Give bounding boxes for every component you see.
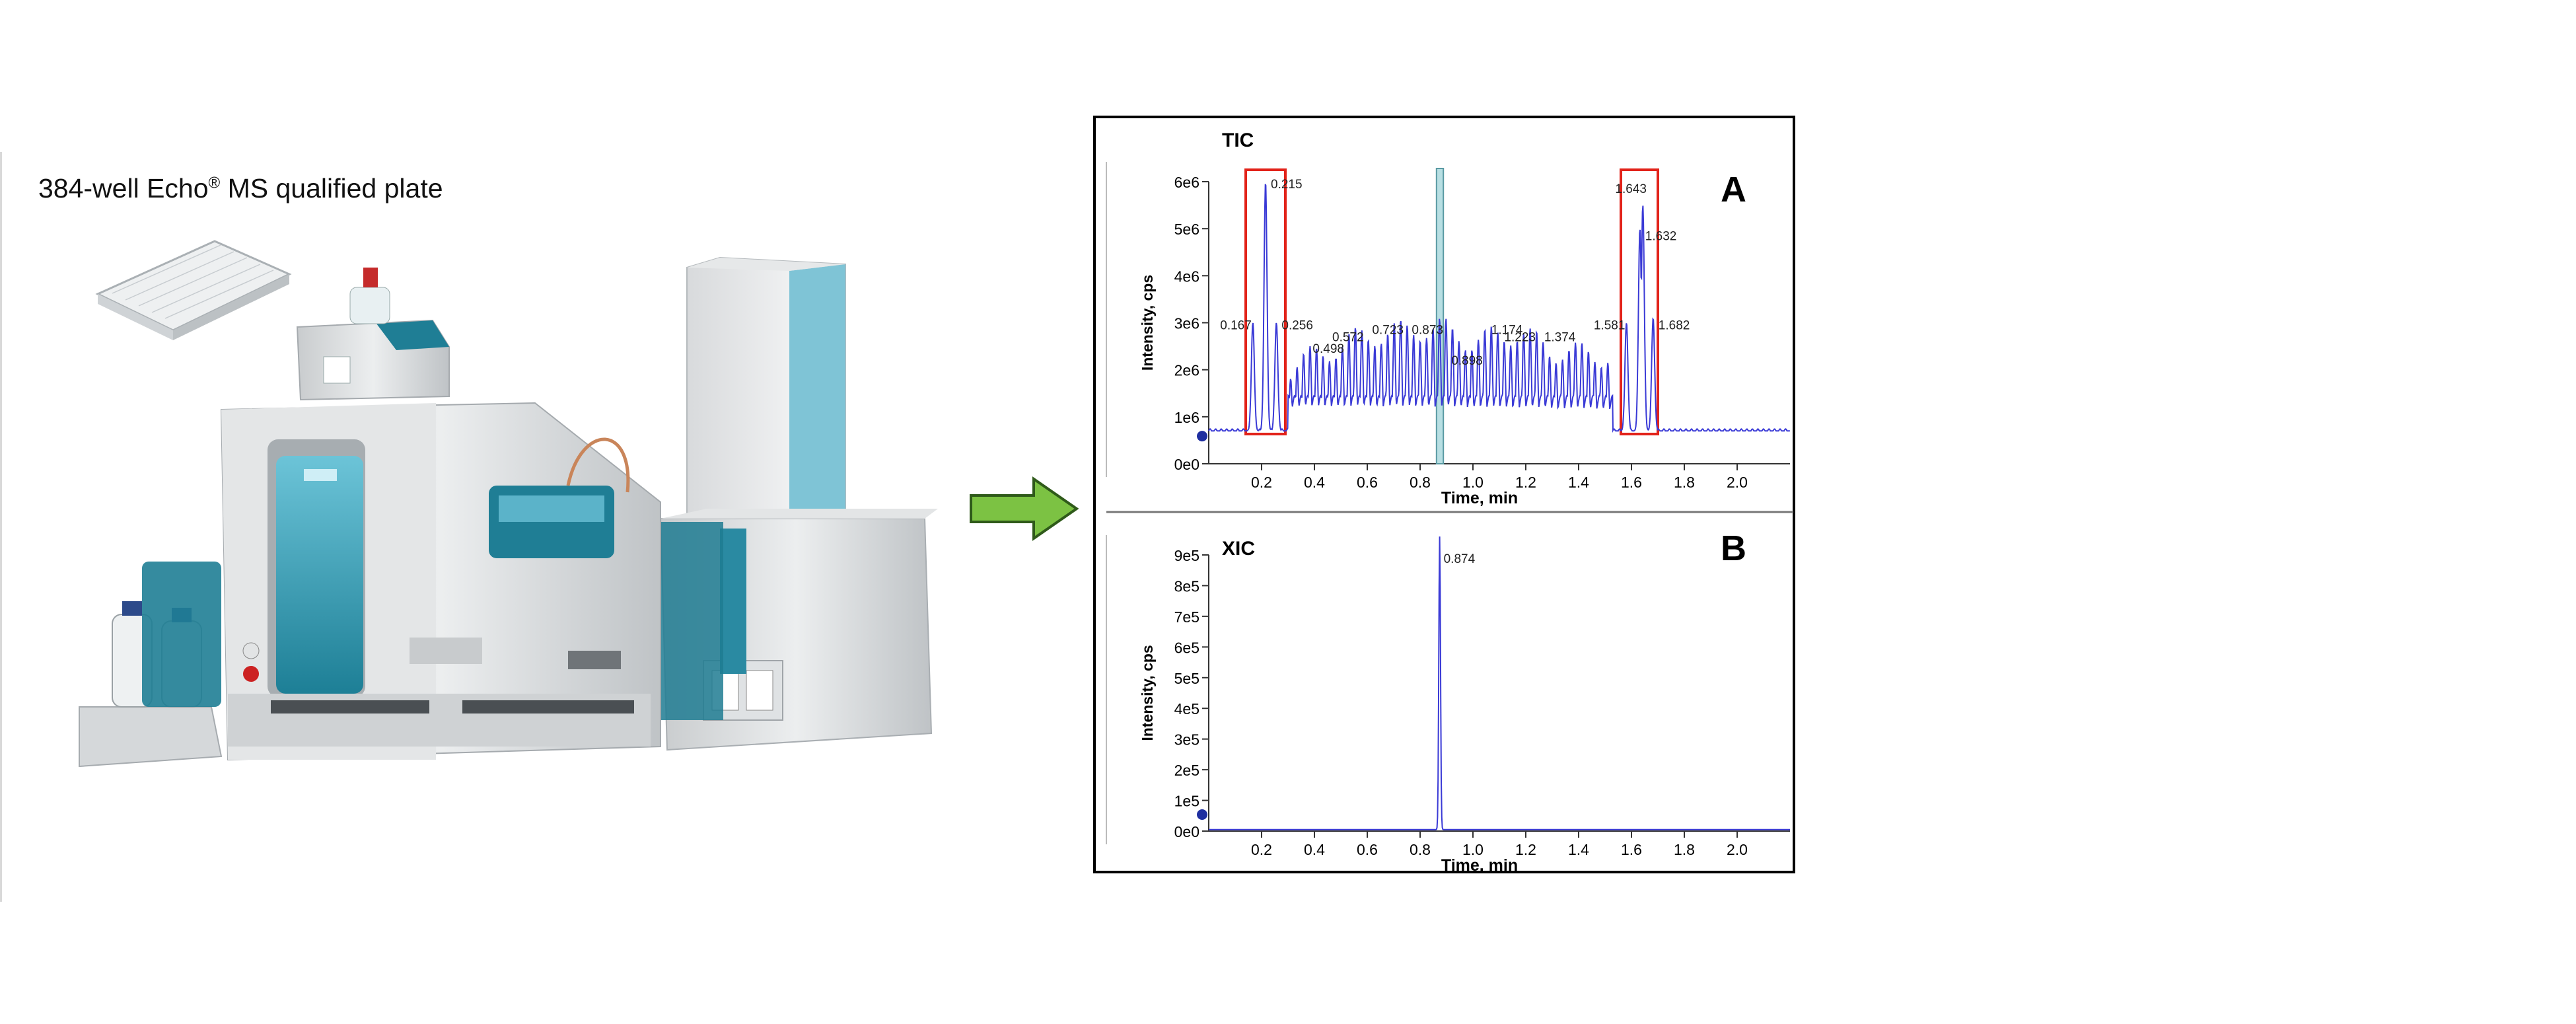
y-tick-label: 8e5 [1174, 577, 1199, 595]
origin-marker [1197, 431, 1207, 442]
acoustic-module [296, 268, 450, 401]
x-tick-label: 0.8 [1410, 474, 1431, 491]
plate-icon [95, 240, 292, 340]
y-tick-label: 1e5 [1174, 793, 1199, 810]
panel-title: TIC [1222, 129, 1254, 151]
highlight-band [1435, 168, 1445, 464]
origin-marker [1197, 809, 1207, 820]
x-tick-label: 1.8 [1674, 474, 1695, 491]
x-tick-label: 0.4 [1304, 474, 1325, 491]
peak-label: 0.167 [1220, 319, 1252, 333]
peak-label: 1.643 [1615, 182, 1647, 196]
peak-label: 0.898 [1451, 354, 1483, 368]
peak-label: 1.174 [1491, 324, 1523, 338]
chart-panel-a: TIC A 0e0 1e6 2e6 3e6 4e6 5e6 6e6 0.2 0.4 0.6 0.8 1.0… [1106, 129, 1793, 513]
chart-panel-b: XIC B 0e0 1e5 2e5 3e5 4e5 5e5 6e5 7e5 8e5 9e5 0.2 0.4… [1106, 529, 1790, 875]
y-tick-label: 4e6 [1174, 268, 1199, 285]
panel-title: XIC [1222, 538, 1255, 560]
y-tick-label: 3e6 [1174, 315, 1199, 332]
y-tick-label: 0e0 [1174, 456, 1199, 473]
y-tick-label: 1e6 [1174, 409, 1199, 426]
left-edge-rule [0, 152, 2, 902]
x-tick-label: 1.2 [1515, 474, 1536, 491]
x-tick-label: 0.2 [1251, 474, 1272, 491]
x-tick-label: 1.6 [1621, 474, 1642, 491]
x-tick-label: 0.2 [1251, 841, 1272, 858]
x-tick-label: 0.6 [1357, 474, 1378, 491]
x-tick-label: 1.0 [1462, 474, 1484, 491]
highlight-box [1620, 168, 1659, 435]
x-tick-label: 1.4 [1568, 841, 1589, 858]
y-tick-label: 9e5 [1174, 547, 1199, 564]
peak-label: 1.632 [1645, 229, 1677, 243]
xic-trace [1209, 536, 1790, 830]
y-tick-label: 7e5 [1174, 608, 1199, 626]
pump-module [489, 437, 630, 558]
solvent-station [79, 562, 223, 768]
x-tick-label: 1.2 [1515, 841, 1536, 858]
peak-label: 1.682 [1659, 319, 1690, 333]
x-tick-label: 0.8 [1410, 841, 1431, 858]
y-tick-label: 6e5 [1174, 639, 1199, 656]
y-tick-label: 2e5 [1174, 762, 1199, 779]
tic-trace [1208, 184, 1791, 433]
y-tick-label: 5e5 [1174, 670, 1199, 687]
x-tick-label: 1.6 [1621, 841, 1642, 858]
peak-label: 1.374 [1544, 330, 1576, 344]
x-tick-label: 0.4 [1304, 841, 1325, 858]
panel-letter: B [1721, 529, 1746, 568]
y-tick-label: 3e5 [1174, 731, 1199, 749]
instrument-illustration [79, 240, 938, 768]
lc-tower [686, 256, 846, 523]
y-axis-label: Intensity, cps [1139, 275, 1156, 371]
peak-label: 0.256 [1281, 319, 1313, 333]
peak-label: 0.572 [1332, 330, 1364, 344]
plate-label: 384-well Echo® MS qualified plate [38, 173, 443, 203]
x-tick-label: 1.0 [1462, 841, 1484, 858]
peak-label: 0.874 [1444, 552, 1476, 566]
highlight-box [1244, 168, 1287, 435]
peak-label: 1.581 [1594, 319, 1626, 333]
x-tick-label: 0.6 [1357, 841, 1378, 858]
chart-frame [1093, 116, 1795, 873]
y-tick-label: 4e5 [1174, 700, 1199, 717]
x-tick-label: 2.0 [1727, 841, 1748, 858]
peak-label: 0.723 [1372, 324, 1404, 338]
x-axis-label: Time, min [1441, 856, 1518, 875]
peak-label: 0.498 [1312, 342, 1344, 356]
y-tick-label: 2e6 [1174, 362, 1199, 379]
y-axis-label: Intensity, cps [1139, 645, 1156, 741]
x-tick-label: 1.8 [1674, 841, 1695, 858]
panel-letter: A [1721, 170, 1746, 209]
y-tick-label: 6e6 [1174, 174, 1199, 191]
y-tick-label: 0e0 [1174, 823, 1199, 840]
ms-cabinet [659, 509, 938, 751]
x-axis-label: Time, min [1441, 489, 1518, 507]
x-tick-label: 2.0 [1727, 474, 1748, 491]
y-tick-label: 5e6 [1174, 221, 1199, 238]
peak-label: 0.215 [1271, 178, 1303, 192]
process-arrow [970, 476, 1079, 541]
x-tick-label: 1.4 [1568, 474, 1589, 491]
peak-label: 1.223 [1504, 330, 1536, 344]
peak-label: 0.873 [1412, 324, 1443, 338]
